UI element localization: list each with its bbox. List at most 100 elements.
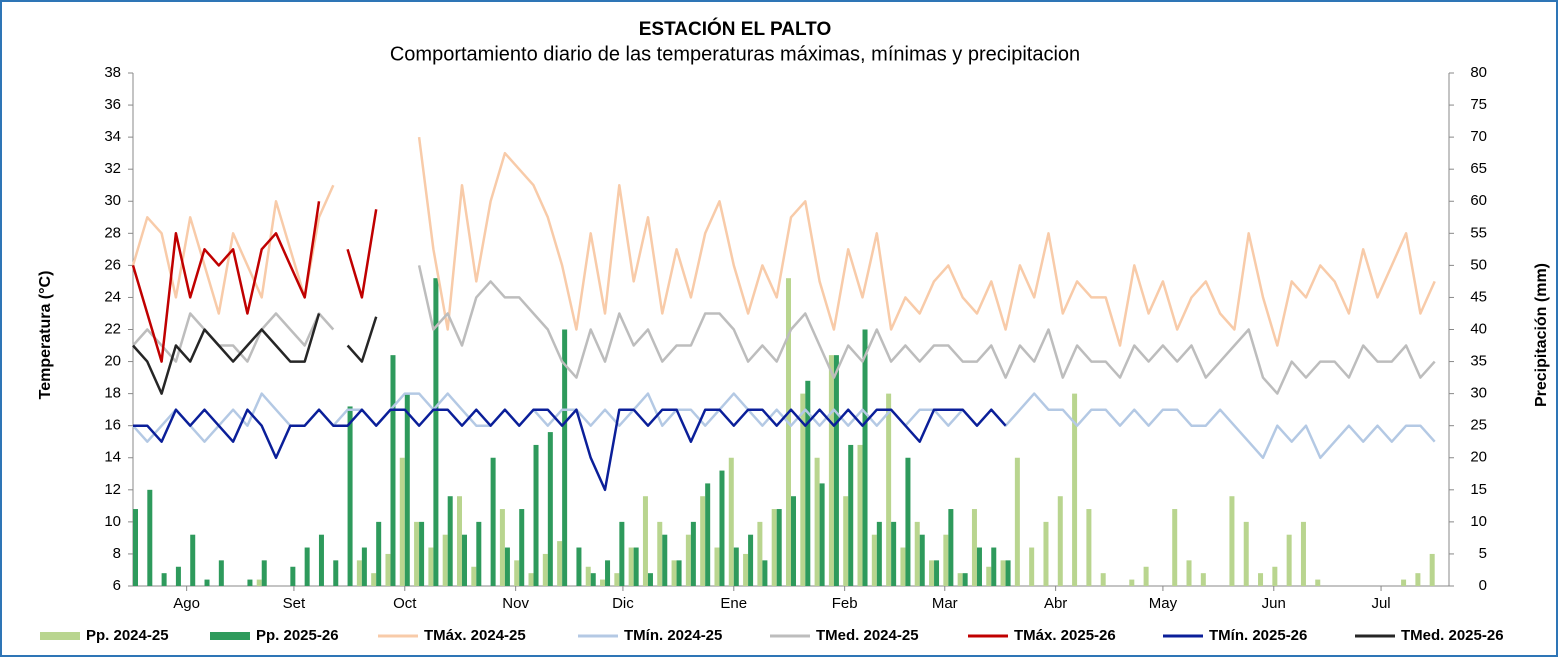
y-tick-label: 18	[104, 385, 121, 402]
legend-label: TMed. 2025-26	[1401, 627, 1504, 644]
precip-bar	[447, 496, 453, 586]
precip-bar	[733, 547, 739, 586]
precip-bar	[371, 573, 377, 586]
precip-bar	[976, 547, 982, 586]
precip-bar	[519, 509, 525, 586]
precip-bar	[1005, 560, 1011, 586]
precip-bar	[175, 566, 181, 586]
precip-bar	[991, 547, 997, 586]
precip-bar	[657, 521, 663, 586]
precip-bar	[218, 560, 224, 586]
precip-bar	[576, 547, 582, 586]
precip-bar	[914, 521, 920, 586]
x-tick-label: Ago	[173, 595, 200, 612]
precip-bar	[1243, 521, 1249, 586]
legend-label: TMáx. 2025-26	[1014, 627, 1116, 644]
precip-bar	[462, 534, 468, 586]
precip-bar	[247, 579, 253, 586]
x-tick-label: May	[1149, 595, 1178, 612]
precip-bar	[390, 355, 396, 586]
precip-bar	[905, 457, 911, 586]
precip-bar	[843, 496, 849, 586]
precip-bar	[456, 496, 462, 586]
y-tick-label: 6	[113, 577, 121, 594]
y2-tick-label: 55	[1470, 224, 1487, 241]
y2-axis-label: Precipitación (mm)	[1533, 263, 1550, 407]
precip-bar	[1043, 521, 1049, 586]
y-axis-label: Temperatura (°C)	[37, 271, 54, 400]
x-tick-label: Oct	[393, 595, 417, 612]
y2-tick-label: 75	[1470, 96, 1487, 113]
precip-bar	[714, 547, 720, 586]
precip-bar	[1300, 521, 1306, 586]
chart-title: ESTACIÓN EL PALTO	[639, 18, 831, 40]
precip-bar	[533, 444, 539, 586]
precip-bar	[900, 547, 906, 586]
precip-bar	[1100, 573, 1106, 586]
y2-tick-label: 0	[1479, 577, 1487, 594]
legend-label: TMín. 2025-26	[1209, 627, 1307, 644]
precip-bar	[891, 521, 897, 586]
precip-bar	[414, 521, 420, 586]
precip-bar	[1172, 509, 1178, 586]
precip-bar	[862, 329, 868, 586]
precip-bar	[1129, 579, 1135, 586]
precip-bar	[1229, 496, 1235, 586]
temp-line	[132, 265, 1436, 395]
precip-bar	[971, 509, 977, 586]
x-tick-label: Nov	[502, 595, 529, 612]
precip-bar	[948, 509, 954, 586]
x-tick-label: Dic	[612, 595, 634, 612]
y2-tick-label: 45	[1470, 288, 1487, 305]
precip-bar	[957, 573, 963, 586]
precip-bar	[705, 483, 711, 586]
legend-label: TMed. 2024-25	[816, 627, 919, 644]
precip-bar	[743, 553, 749, 586]
temp-line	[132, 313, 378, 395]
precip-bar	[728, 457, 734, 586]
y-tick-label: 14	[104, 449, 121, 466]
precip-bar	[791, 496, 797, 586]
precip-bar	[776, 509, 782, 586]
precip-bar	[833, 355, 839, 586]
precip-bar	[934, 560, 940, 586]
precip-bar	[376, 521, 382, 586]
precip-bar	[585, 566, 591, 586]
temp-line	[131, 136, 1436, 347]
precip-bar	[1315, 579, 1321, 586]
precip-bar	[1072, 393, 1078, 586]
precip-bar	[819, 483, 825, 586]
precip-bar	[385, 553, 391, 586]
y2-tick-label: 65	[1470, 160, 1487, 177]
y2-tick-label: 35	[1470, 353, 1487, 370]
precip-bar	[1258, 573, 1264, 586]
x-tick-label: Jun	[1262, 595, 1286, 612]
precip-bar	[190, 534, 196, 586]
precip-bar	[814, 457, 820, 586]
y2-tick-label: 60	[1470, 192, 1487, 209]
precip-bar	[614, 573, 620, 586]
precip-bar	[605, 560, 611, 586]
precip-bar	[361, 547, 367, 586]
precip-bar	[442, 534, 448, 586]
precip-bar	[547, 432, 553, 586]
precip-bar	[399, 457, 405, 586]
legend-label: Pp. 2025-26	[256, 627, 339, 644]
precip-bar	[261, 560, 267, 586]
precip-bar	[404, 393, 410, 586]
precip-bar	[871, 534, 877, 586]
legend-swatch	[40, 632, 80, 640]
y2-tick-label: 20	[1470, 449, 1487, 466]
precip-bar	[762, 560, 768, 586]
y-tick-label: 8	[113, 545, 121, 562]
x-tick-label: Jul	[1371, 595, 1390, 612]
precip-bar	[757, 521, 763, 586]
x-tick-label: Abr	[1044, 595, 1067, 612]
precip-bar	[962, 573, 968, 586]
precip-bar	[633, 547, 639, 586]
precip-bar	[1429, 553, 1435, 586]
legend-label: TMáx. 2024-25	[424, 627, 526, 644]
precip-bar	[1272, 566, 1278, 586]
y-tick-label: 30	[104, 192, 121, 209]
precip-bar	[318, 534, 324, 586]
